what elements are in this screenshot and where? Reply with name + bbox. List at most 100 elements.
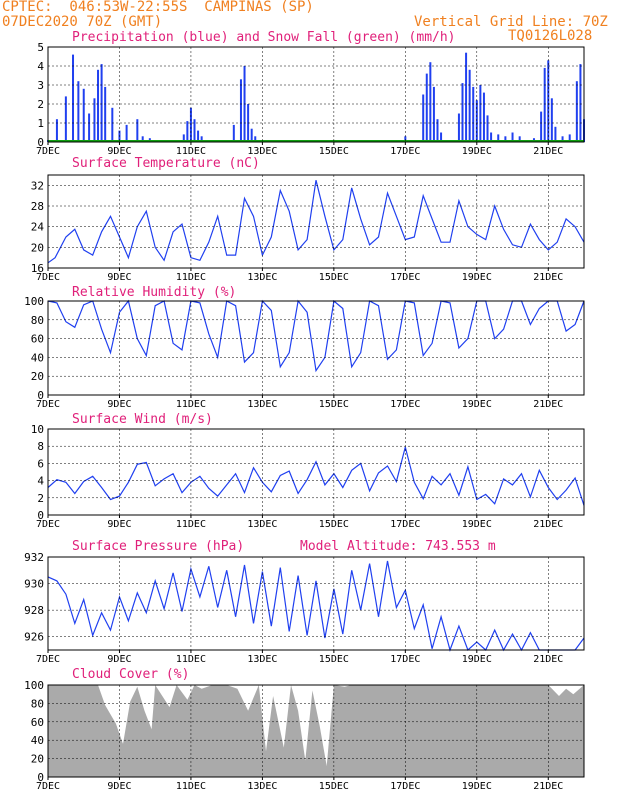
precip-bar xyxy=(511,132,514,142)
temp-panel: 16 20 24 28 32 7DEC 9DEC 11DEC 13DEC 15DEC 17DEC 19… xyxy=(31,174,585,283)
precip-ytick-label: 3 xyxy=(37,79,44,92)
wind-xtick-label: 7DEC xyxy=(36,519,60,530)
precip-bar xyxy=(186,121,189,142)
precip-xtick-label: 9DEC xyxy=(107,146,131,157)
wind-xtick-label: 11DEC xyxy=(176,519,206,530)
pres-ytick-label: 932 xyxy=(24,551,44,564)
precip-title: Precipitation (blue) and Snow Fall (gree… xyxy=(72,30,456,45)
precip-ytick-label: 0 xyxy=(37,136,44,149)
cloud-ytick-label: 40 xyxy=(31,734,44,747)
wind-xtick-label: 13DEC xyxy=(247,519,277,530)
pres-xtick-label: 11DEC xyxy=(176,654,206,665)
cloud-area xyxy=(48,685,584,777)
temp-ytick-label: 20 xyxy=(31,241,44,254)
cloud-title: Cloud Cover (%) xyxy=(72,667,190,682)
precip-bar xyxy=(72,54,75,142)
rh-ytick-label: 20 xyxy=(31,370,44,383)
cloud-xtick-label: 9DEC xyxy=(107,781,131,792)
precip-bar xyxy=(575,81,578,142)
rh-title: Relative Humidity (%) xyxy=(72,285,237,300)
cloud-xtick-label: 17DEC xyxy=(390,781,420,792)
pres-panel: 926 928 930 932 7DEC 9DEC 11DEC 13DEC 15DEC 17DEC… xyxy=(24,551,585,665)
wind-ytick-label: 8 xyxy=(37,440,44,453)
cloud-xtick-label: 19DEC xyxy=(462,781,492,792)
precip-bar xyxy=(422,94,425,142)
precip-bar xyxy=(197,130,200,142)
precip-bar xyxy=(111,107,114,142)
cloud-xtick-label: 15DEC xyxy=(319,781,349,792)
precip-bar xyxy=(193,119,196,142)
precip-bar xyxy=(475,100,478,142)
temp-ytick-label: 24 xyxy=(31,221,45,234)
precip-bar xyxy=(547,60,550,142)
precip-bar xyxy=(561,136,564,142)
precip-ytick-label: 2 xyxy=(37,98,44,111)
precip-xtick-label: 19DEC xyxy=(462,146,492,157)
pres-xtick-label: 19DEC xyxy=(462,654,492,665)
cloud-ytick-label: 100 xyxy=(24,679,44,692)
pres-xtick-label: 9DEC xyxy=(107,654,131,665)
pres-xtick-label: 7DEC xyxy=(36,654,60,665)
model-run-id: TQ0126L028 xyxy=(508,28,593,44)
precip-frame xyxy=(47,46,585,143)
precip-bar xyxy=(543,67,546,142)
temp-ytick-label: 16 xyxy=(31,262,44,275)
precip-bar xyxy=(568,134,571,142)
precip-bar xyxy=(518,136,521,142)
wind-xtick-label: 19DEC xyxy=(462,519,492,530)
precip-bar xyxy=(136,119,139,142)
precip-bar xyxy=(200,136,203,142)
temp-ytick-label: 28 xyxy=(31,200,44,213)
temp-title: Surface Temperature (nC) xyxy=(72,156,260,171)
temp-frame xyxy=(47,174,585,269)
temp-xtick-label: 13DEC xyxy=(247,272,277,283)
precip-bar xyxy=(482,92,485,142)
cloud-ytick-label: 60 xyxy=(31,716,44,729)
precip-bar xyxy=(104,86,107,142)
precip-bar xyxy=(472,86,475,142)
precip-bar xyxy=(432,86,435,142)
rh-line xyxy=(47,299,585,373)
precip-xtick-label: 7DEC xyxy=(36,146,60,157)
temp-ytick-label: 32 xyxy=(31,179,44,192)
precip-xtick-label: 21DEC xyxy=(533,146,563,157)
rh-panel: 0 20 40 60 80 100 7DEC 9DEC 11DEC 13DEC 15DEC 17DEC… xyxy=(24,295,585,410)
cloud-xtick-label: 11DEC xyxy=(176,781,206,792)
rh-ytick-label: 60 xyxy=(31,333,44,346)
precip-ytick-label: 1 xyxy=(37,117,44,130)
wind-ytick-label: 2 xyxy=(37,492,44,505)
precip-bar xyxy=(232,124,235,142)
precip-xtick-label: 15DEC xyxy=(319,146,349,157)
precip-ytick-label: 5 xyxy=(37,41,44,54)
precip-xtick-label: 13DEC xyxy=(247,146,277,157)
rh-ytick-label: 40 xyxy=(31,351,44,364)
precip-bar xyxy=(429,62,432,143)
cloud-xtick-label: 13DEC xyxy=(247,781,277,792)
precip-ytick-label: 4 xyxy=(37,60,44,73)
temp-line xyxy=(47,180,585,264)
wind-ytick-label: 4 xyxy=(37,475,44,488)
pres-xtick-label: 21DEC xyxy=(533,654,563,665)
precip-bar xyxy=(457,113,460,142)
precip-panel: 0 1 2 3 4 5 7DEC 9DEC 11DEC 13DEC 15DEC 17DEC 19DEC 2… xyxy=(36,41,585,157)
cloud-panel: 0 20 40 60 80 100 7DEC 9DEC 11DEC 13DEC 15DEC 17DEC… xyxy=(24,679,585,792)
pres-ytick-label: 926 xyxy=(24,631,44,644)
precip-bar xyxy=(540,111,543,142)
precip-bar xyxy=(461,83,464,142)
precip-bar xyxy=(77,81,80,142)
precip-bar xyxy=(88,113,91,142)
wind-ytick-label: 6 xyxy=(37,457,44,470)
precip-bar xyxy=(504,136,507,142)
precip-bar xyxy=(141,136,144,142)
precip-bar xyxy=(436,119,439,142)
precip-bar xyxy=(93,98,96,142)
precip-bar xyxy=(490,132,493,142)
rh-xtick-label: 7DEC xyxy=(36,399,60,410)
rh-ytick-label: 80 xyxy=(31,314,44,327)
wind-line xyxy=(47,446,585,506)
precip-bar xyxy=(497,134,500,142)
rh-ytick-label: 0 xyxy=(37,389,44,402)
pres-ytick-label: 928 xyxy=(24,604,44,617)
precip-bar xyxy=(239,79,242,142)
precip-bar xyxy=(64,96,67,142)
